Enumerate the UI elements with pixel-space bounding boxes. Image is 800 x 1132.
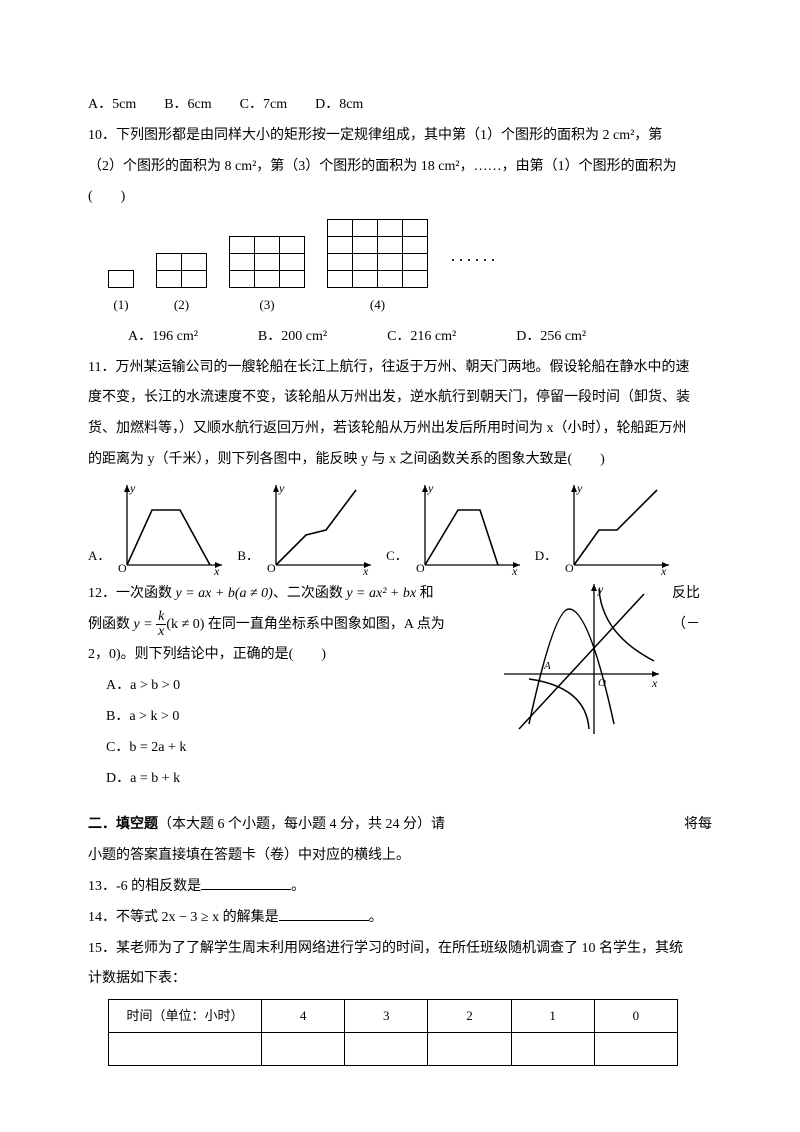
svg-text:O: O: [598, 677, 606, 689]
svg-text:x: x: [660, 564, 667, 575]
table-cell: 4: [262, 1000, 345, 1033]
q15-table: 时间（单位：小时） 4 3 2 1 0: [108, 999, 678, 1066]
q11-label-a: A．: [88, 542, 110, 571]
q10-opt-a: A．196 cm²: [128, 322, 198, 353]
q12-opt-c: C．b = 2a + k: [106, 733, 306, 764]
q10-options: A．196 cm² B．200 cm² C．216 cm² D．256 cm²: [128, 322, 712, 353]
q12-options: A．a > b > 0 B．a > k > 0 C．b = 2a + k D．a…: [106, 671, 486, 794]
svg-text:y: y: [129, 481, 136, 495]
q11-label-c: C．: [386, 542, 408, 571]
q12-figure: y x O A: [494, 579, 664, 739]
q10-fig-1: (1): [108, 270, 134, 320]
q11-graph-c: O y x: [410, 480, 525, 575]
q12-line1: 12．一次函数 y = ax + b(a ≠ 0)、二次函数 y = ax² +…: [88, 579, 486, 610]
q11-label-d: D．: [535, 542, 557, 571]
q12-block: 12．一次函数 y = ax + b(a ≠ 0)、二次函数 y = ax² +…: [88, 579, 712, 795]
q11-line3: 货、加燃料等，）又顺水航行返回万州，若该轮船从万州出发后所用时间为 x（小时），…: [88, 414, 712, 445]
q12-line3: 2，0)。则下列结论中，正确的是( ): [88, 640, 486, 671]
q10-fig2-label: (2): [174, 291, 189, 320]
q12-right1: 反比: [672, 579, 712, 610]
svg-text:A: A: [543, 660, 551, 672]
svg-text:O: O: [267, 561, 276, 575]
table-cell: 3: [345, 1000, 428, 1033]
svg-text:y: y: [576, 481, 583, 495]
table-cell: 2: [428, 1000, 511, 1033]
q11-line1: 11．万州某运输公司的一艘轮船在长江上航行，往返于万州、朝天门两地。假设轮船在静…: [88, 353, 712, 384]
q12-line2: 例函数 y = kx(k ≠ 0) 在同一直角坐标系中图象如图，A 点为: [88, 610, 486, 641]
table-row: [109, 1033, 678, 1066]
svg-text:y: y: [597, 582, 604, 596]
q12-opt-d: D．a = b + k: [106, 764, 306, 795]
q10-fig4-label: (4): [370, 291, 385, 320]
table-cell: 0: [594, 1000, 677, 1033]
svg-text:y: y: [278, 481, 285, 495]
q10-opt-c: C．216 cm²: [387, 322, 456, 353]
svg-text:O: O: [416, 561, 425, 575]
q9-options: A．5cm B．6cm C．7cm D．8cm: [88, 90, 712, 121]
svg-text:x: x: [362, 564, 369, 575]
svg-text:O: O: [118, 561, 127, 575]
svg-text:O: O: [565, 561, 574, 575]
q11-label-b: B．: [237, 542, 259, 571]
q10-fig1-label: (1): [113, 291, 128, 320]
q10-fig-3: (3): [229, 236, 305, 320]
q11-line2: 度不变，长江的水流速度不变，该轮船从万州出发，逆水航行到朝天门，停留一段时间（卸…: [88, 383, 712, 414]
svg-text:x: x: [213, 564, 220, 575]
q11-line4: 的距离为 y（千米），则下列各图中，能反映 y 与 x 之间函数关系的图象大致是…: [88, 445, 712, 476]
q14-blank[interactable]: [279, 906, 369, 921]
q10-fig3-label: (3): [259, 291, 274, 320]
q10-figures: (1) (2) (3) (4) ······: [108, 219, 712, 320]
q12-opt-b: B．a > k > 0: [106, 702, 306, 733]
table-cell: 1: [511, 1000, 594, 1033]
svg-text:x: x: [651, 676, 658, 690]
q13-blank[interactable]: [201, 875, 291, 890]
q10-fig-4: (4): [327, 219, 428, 320]
ellipsis-icon: ······: [450, 241, 498, 281]
q10-line2: （2）个图形的面积为 8 cm²，第（3）个图形的面积为 18 cm²，……，由…: [88, 152, 712, 214]
q12-opt-a: A．a > b > 0: [106, 671, 306, 702]
svg-text:x: x: [511, 564, 518, 575]
q10-fig-2: (2): [156, 253, 207, 320]
q13: 13．-6 的相反数是。: [88, 872, 712, 903]
svg-text:y: y: [427, 481, 434, 495]
q14: 14．不等式 2x − 3 ≥ x 的解集是。: [88, 903, 712, 934]
q12-right2: （－: [672, 610, 712, 641]
q10-opt-b: B．200 cm²: [258, 322, 327, 353]
q11-graph-b: O y x: [261, 480, 376, 575]
table-row: 时间（单位：小时） 4 3 2 1 0: [109, 1000, 678, 1033]
q10-line1: 10．下列图形都是由同样大小的矩形按一定规律组成，其中第（1）个图形的面积为 2…: [88, 121, 712, 152]
table-header: 时间（单位：小时）: [109, 1000, 262, 1033]
q11-graph-a: O y x: [112, 480, 227, 575]
q15-line2: 计数据如下表：: [88, 964, 712, 995]
q10-opt-d: D．256 cm²: [516, 322, 586, 353]
q11-graphs: A． O y x B． O y x: [88, 480, 712, 575]
q11-graph-d: O y x: [559, 480, 674, 575]
section2-line2: 小题的答案直接填在答题卡（卷）中对应的横线上。: [88, 841, 712, 872]
q15-line1: 15．某老师为了了解学生周末利用网络进行学习的时间，在所任班级随机调查了 10 …: [88, 934, 712, 965]
section2-head: 二．填空题（本大题 6 个小题，每小题 4 分，共 24 分）请 将每: [88, 810, 712, 841]
